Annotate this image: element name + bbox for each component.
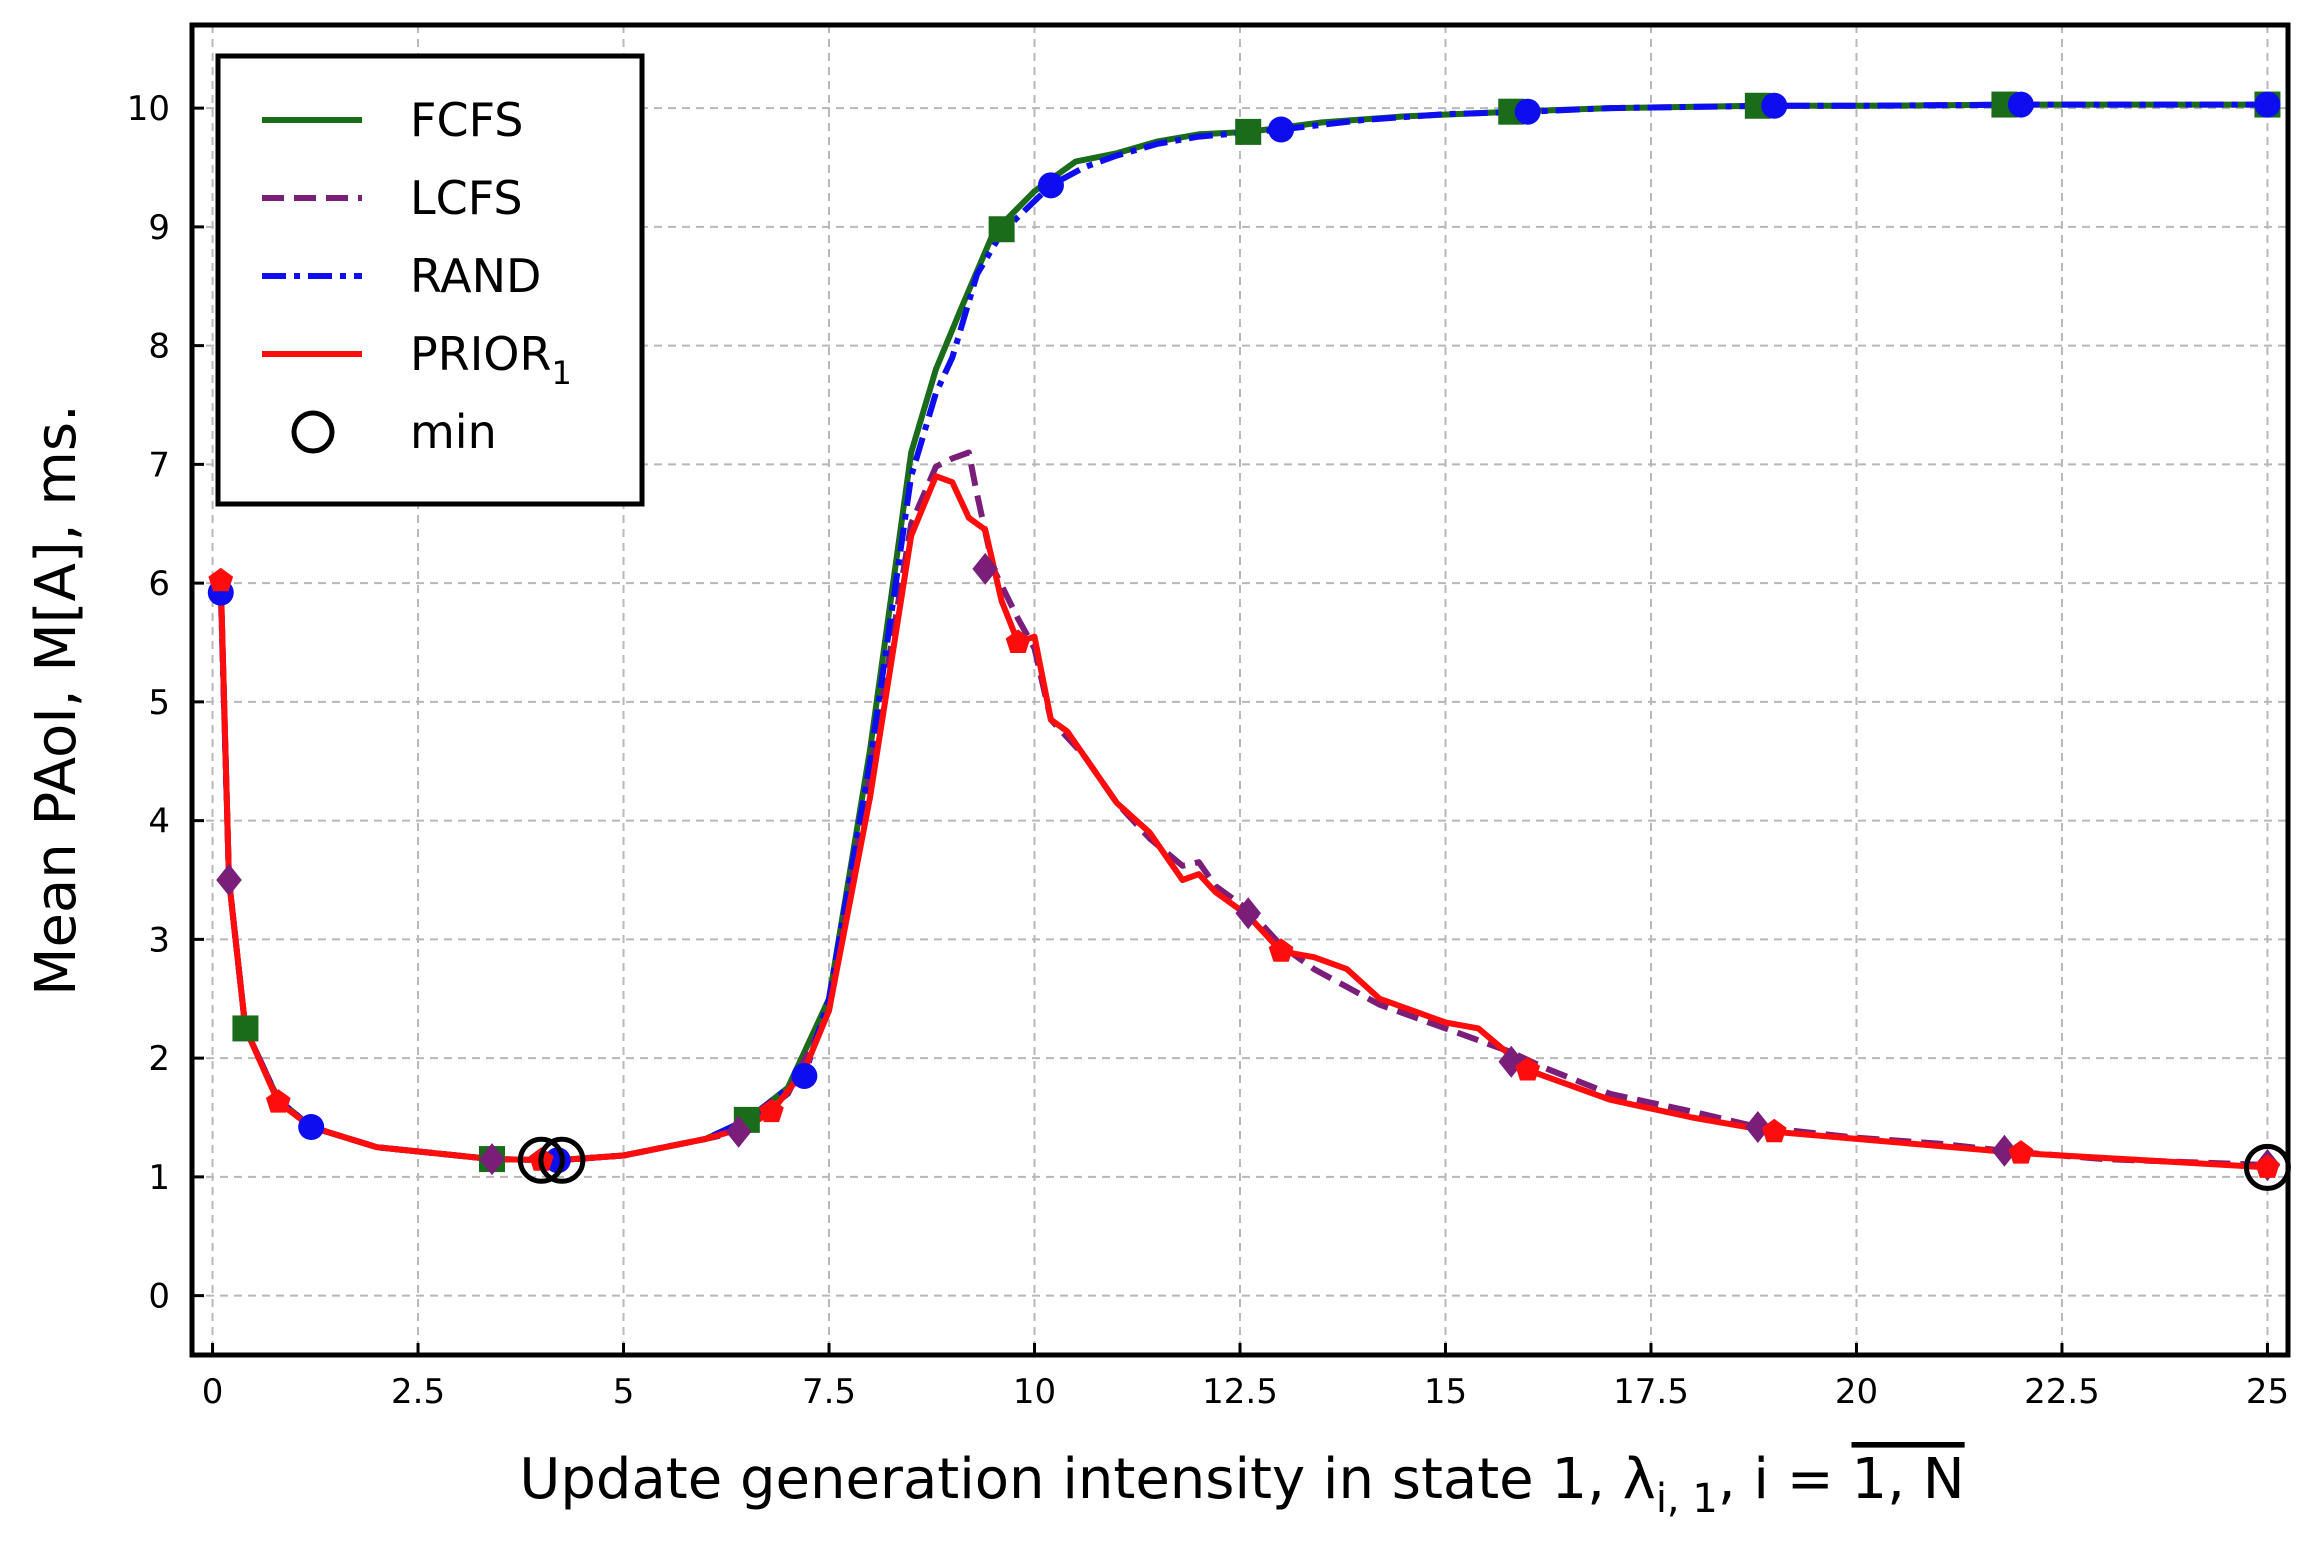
x-tick-label: 20 — [1835, 1372, 1878, 1412]
ticks: 0 2.5 5 7.5 10 12.5 15 17.5 20 22.5 25 0 1 2 3 4 5 6 7 8 9 10 — [127, 89, 2289, 1412]
x-tick-label: 5 — [613, 1372, 635, 1412]
series-fcfs-marker — [232, 1015, 259, 1042]
legend-box — [215, 53, 645, 507]
series-prior1-marker — [2008, 1140, 2034, 1164]
x-axis-label: Update generation intensity in state 1, … — [519, 1447, 1964, 1522]
legend-min-label: min — [410, 405, 497, 459]
y-tick-label: 2 — [148, 1039, 170, 1079]
series-prior1-line — [217, 473, 2268, 1171]
x-tick-label: 7.5 — [802, 1372, 856, 1412]
series-rand-marker — [298, 1114, 325, 1140]
min-point-marker — [538, 1136, 586, 1184]
y-tick-label: 9 — [148, 208, 170, 248]
y-tick-label: 10 — [127, 89, 170, 129]
x-tick-label: 15 — [1424, 1372, 1467, 1412]
y-tick-label: 4 — [148, 802, 170, 842]
marker-layer — [207, 91, 2291, 1191]
series-rand-marker — [1037, 172, 1064, 199]
y-tick-label: 8 — [148, 327, 170, 367]
x-tick-label: 22.5 — [2024, 1372, 2100, 1412]
series-lcfs-marker — [725, 1115, 752, 1148]
series-prior1-marker — [1515, 1057, 1541, 1081]
series-rand-marker — [544, 1147, 571, 1174]
series-lcfs-marker — [479, 1143, 505, 1176]
grid — [192, 25, 2288, 1355]
series-lcfs-marker — [972, 552, 998, 585]
x-tick-label: 0 — [202, 1372, 224, 1412]
y-tick-label: 5 — [148, 683, 170, 723]
y-tick-label: 0 — [148, 1277, 170, 1317]
series-prior1-marker — [2255, 1154, 2280, 1178]
series-prior1-marker — [265, 1089, 291, 1113]
series-prior1-marker — [1761, 1118, 1787, 1143]
series-rand-marker — [1268, 116, 1295, 143]
series-rand-marker — [791, 1062, 818, 1089]
series-lcfs-marker — [1745, 1111, 1771, 1143]
series-rand-marker — [1514, 98, 1541, 125]
series-prior1-marker — [208, 567, 234, 592]
x-tick-label: 17.5 — [1613, 1372, 1689, 1412]
legend-fcfs-label: FCFS — [410, 93, 523, 147]
legend-rand-label: RAND — [410, 249, 541, 303]
y-tick-label: 1 — [148, 1158, 170, 1198]
x-tick-label: 2.5 — [391, 1372, 445, 1412]
series-prior1-marker — [1268, 938, 1294, 962]
series-rand-marker — [1761, 92, 1788, 119]
series-prior1-marker — [759, 1098, 784, 1123]
x-tick-label: 12.5 — [1202, 1372, 1278, 1412]
y-axis-label: Mean PAoI, M[A], ms. — [24, 404, 89, 996]
series-lcfs-marker — [1991, 1134, 2018, 1167]
series-lcfs-marker — [216, 864, 242, 896]
min-point-marker — [517, 1136, 565, 1184]
y-tick-label: 7 — [148, 445, 170, 485]
series-lcfs-line — [217, 449, 2268, 1168]
series-fcfs-marker — [988, 216, 1015, 243]
legend-prior-label: PRIOR1 — [410, 327, 572, 392]
legend-min-marker — [291, 410, 335, 454]
series-lcfs-marker — [1235, 897, 1262, 930]
y-tick-label: 6 — [148, 564, 170, 604]
series-prior1-marker — [1005, 629, 1031, 653]
x-tick-label: 10 — [1013, 1372, 1056, 1412]
x-tick-label: 25 — [2246, 1372, 2289, 1412]
series-rand-marker — [2007, 91, 2034, 118]
series-fcfs-marker — [1235, 118, 1262, 145]
y-tick-label: 3 — [148, 920, 170, 960]
series-rand-marker — [2254, 91, 2281, 118]
legend-lcfs-label: LCFS — [410, 171, 523, 225]
legend: FCFS LCFS RAND PRIOR1 min — [215, 53, 645, 507]
